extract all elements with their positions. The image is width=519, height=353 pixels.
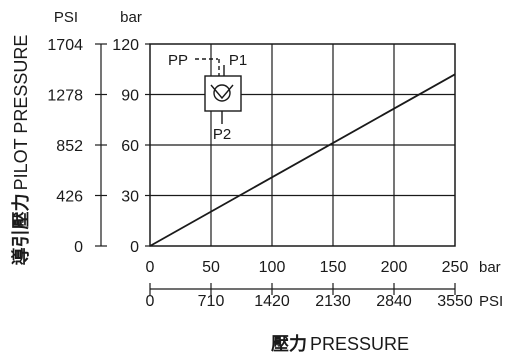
x-unit-psi: PSI	[479, 293, 503, 310]
x-axis-title: 壓力 PRESSURE	[271, 334, 409, 353]
port-p1-label: P1	[229, 52, 247, 69]
x-tick-label-psi: 0	[146, 293, 155, 310]
x-tick-label-bar: 0	[146, 259, 155, 276]
y-axis-title-en: PILOT PRESSURE	[11, 35, 31, 191]
x-tick-label-psi: 2130	[315, 293, 351, 310]
x-tick-label-bar: 150	[320, 259, 347, 276]
check-valve-symbol: PP P1 P2	[168, 52, 247, 143]
y-tick-label-psi: 1278	[47, 88, 83, 105]
x-axis-title-cjk: 壓力	[271, 334, 307, 353]
y-unit-psi: PSI	[54, 9, 78, 26]
port-pp-label: PP	[168, 52, 188, 69]
x-tick-label-psi: 2840	[376, 293, 412, 310]
y-tick-label-bar: 90	[121, 88, 139, 105]
x-unit-bar: bar	[479, 259, 501, 276]
port-p2-label: P2	[213, 126, 231, 143]
x-tick-label-bar: 100	[259, 259, 286, 276]
series	[149, 73, 456, 247]
x-tick-label-psi: 3550	[437, 293, 473, 310]
valve-seat-icon	[210, 84, 234, 100]
y-axis-bar: 0 30 60 90 120	[112, 37, 150, 256]
y-tick-label-bar: 60	[121, 138, 139, 155]
y-tick-label-bar: 0	[130, 239, 139, 256]
x-tick-label-psi: 1420	[254, 293, 290, 310]
y-tick-label-psi: 0	[74, 239, 83, 256]
y-unit-bar: bar	[120, 9, 142, 26]
x-tick-label-bar: 200	[381, 259, 408, 276]
x-tick-label-psi: 710	[198, 293, 225, 310]
y-tick-label-psi: 1704	[47, 37, 83, 54]
x-tick-label-bar: 250	[442, 259, 469, 276]
y-tick-label-psi: 852	[56, 138, 83, 155]
y-tick-label-psi: 426	[56, 189, 83, 206]
series-line	[149, 73, 456, 247]
valve-body	[204, 75, 242, 112]
x-axis-psi: 0 710 1420 2130 2840 3550	[146, 283, 473, 310]
x-tick-label-bar: 50	[202, 259, 220, 276]
y-axis-psi: 0 426 852 1278 1704	[47, 37, 107, 256]
valve-ball-icon	[213, 84, 231, 102]
y-tick-label-bar: 30	[121, 189, 139, 206]
x-axis-title-en: PRESSURE	[310, 334, 409, 353]
y-axis-title-cjk: 導引壓力	[10, 193, 32, 265]
x-axis-bar: 0 50 100 150 200 250	[146, 259, 469, 276]
y-axis-title: 導引壓力PILOT PRESSURE	[10, 35, 32, 266]
y-tick-label-bar: 120	[112, 37, 139, 54]
grid	[149, 43, 456, 247]
